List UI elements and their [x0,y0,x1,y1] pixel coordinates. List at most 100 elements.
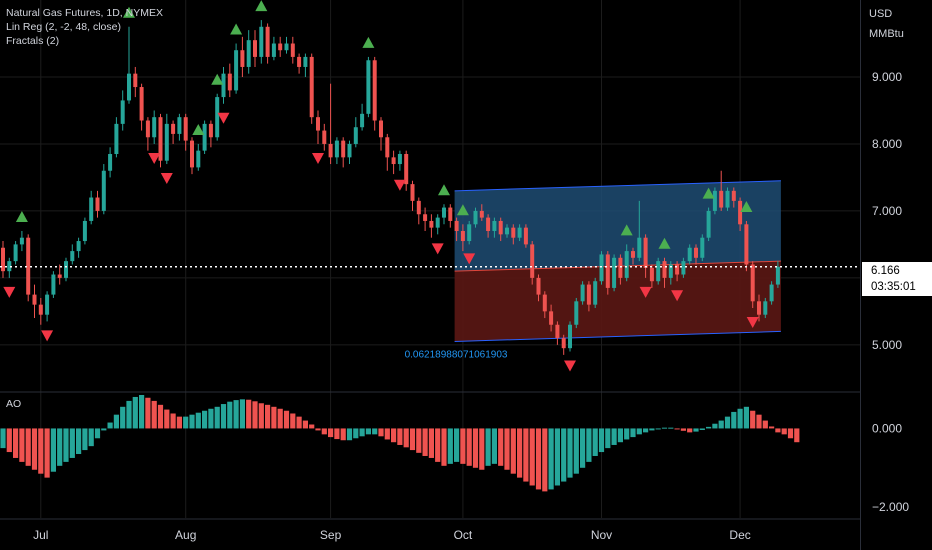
fractal-down-marker [160,173,173,185]
ao-bar [214,406,220,429]
candle [385,133,390,171]
ao-legend[interactable]: AO [6,398,22,410]
ao-bar [731,411,737,429]
candle-body [303,56,308,67]
candle [649,264,654,288]
candle-body [561,338,566,349]
ao-bar [781,428,787,435]
candle-body [555,324,560,339]
ao-bar [258,403,264,429]
ao-bar [523,428,529,482]
candle-body [473,210,478,225]
axis-unit-currency[interactable]: USD [869,8,893,20]
candle-body [64,261,68,278]
candle [89,190,94,225]
ao-bar [208,408,214,429]
candle-body [259,26,264,57]
candle [637,200,642,262]
candle-body [385,137,390,158]
candle-body [297,56,302,67]
candle [561,334,566,355]
candle-body [316,117,320,131]
ao-bar [246,399,252,429]
candle [139,83,144,131]
ao-bar [164,409,170,429]
candle [694,244,698,265]
candle [190,137,194,175]
candlestick-series [1,20,780,355]
ao-bar [580,428,586,468]
legend-fractals[interactable]: Fractals (2) [6,35,60,47]
candle-body [593,281,598,305]
ao-bar [567,428,573,478]
candle [208,120,213,148]
ao-bar [787,428,794,439]
ao-bar [25,428,31,466]
candle [555,321,560,345]
ao-bar [586,428,592,462]
candle [51,271,56,298]
current-price-label: 6.166 03:35:01 [862,262,932,296]
ao-bar [561,428,567,482]
candle [423,207,428,231]
candle-body [334,140,339,158]
candle [177,113,182,141]
fractal-down-marker [148,152,161,164]
candle-body [586,284,591,305]
ao-bar [183,416,189,429]
ao-bar [227,401,233,429]
linreg-upper-zone [454,180,781,272]
ao-bar [592,428,598,456]
ao-bar [756,414,762,429]
time-tick-label: Dec [729,528,750,542]
candle-body [26,237,31,295]
candle-body [775,266,780,285]
candle-body [668,264,673,278]
candle [26,234,31,302]
candle [309,53,314,124]
candle-body [479,210,484,218]
candle-body [38,304,43,315]
candle [227,63,232,98]
fractal-up-marker [702,187,715,199]
ao-bar [668,427,674,429]
candle-body [656,261,661,282]
candle-body [631,251,635,258]
ao-bar [176,416,182,429]
candle-body [391,157,396,165]
ao-bar [365,428,371,435]
ao-bar [157,404,164,429]
ao-bar [466,428,472,466]
candle-body [618,257,623,278]
legend-symbol[interactable]: Natural Gas Futures, 1D, NYMEX [6,7,163,19]
candle [234,43,239,94]
candle [127,26,131,104]
candle [391,150,396,175]
ao-bar [491,428,497,464]
ao-bar [517,428,523,478]
ao-bar [76,428,82,455]
axis-unit-measure[interactable]: MMBtu [869,28,904,40]
ao-bar [139,395,145,429]
ao-bar [794,428,800,443]
candle-body [347,143,352,158]
candle [404,150,409,191]
candle [64,257,68,282]
ao-bar [271,406,277,429]
candle-body [599,254,604,282]
ao-bar [69,428,75,458]
candle [145,117,150,151]
ao-bar [6,428,12,453]
fractal-down-marker [564,360,576,372]
ao-bar [693,428,699,432]
ao-bar [13,428,19,458]
ao-histogram [0,395,800,492]
candle-body [158,117,163,161]
fractal-down-marker [463,253,476,265]
ao-bar [460,428,466,464]
ao-bar [359,428,365,437]
legend-linreg[interactable]: Lin Reg (2, -2, 48, close) [6,21,121,33]
fractal-down-marker [393,179,406,191]
ao-bar [391,428,397,443]
